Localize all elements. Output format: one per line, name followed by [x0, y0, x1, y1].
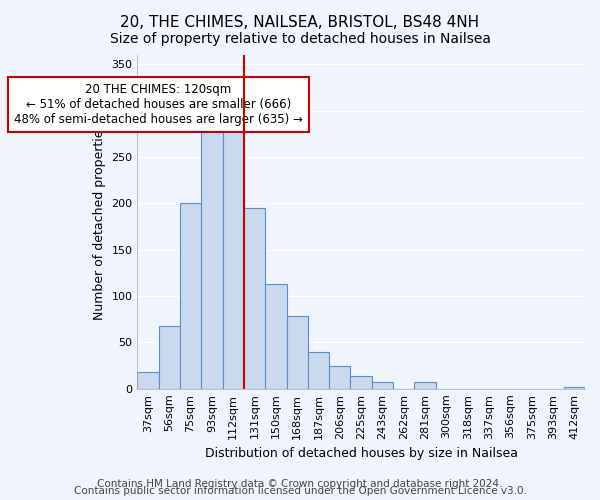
- Text: 20, THE CHIMES, NAILSEA, BRISTOL, BS48 4NH: 20, THE CHIMES, NAILSEA, BRISTOL, BS48 4…: [121, 15, 479, 30]
- Bar: [563, 387, 585, 389]
- Bar: [372, 382, 393, 389]
- Text: Size of property relative to detached houses in Nailsea: Size of property relative to detached ho…: [110, 32, 491, 46]
- Bar: [223, 132, 244, 389]
- Bar: [180, 204, 201, 389]
- Bar: [329, 366, 350, 389]
- Bar: [137, 372, 158, 389]
- Text: Contains public sector information licensed under the Open Government Licence v3: Contains public sector information licen…: [74, 486, 526, 496]
- Bar: [201, 132, 223, 389]
- Y-axis label: Number of detached properties: Number of detached properties: [93, 124, 106, 320]
- Bar: [308, 352, 329, 389]
- Bar: [415, 382, 436, 389]
- X-axis label: Distribution of detached houses by size in Nailsea: Distribution of detached houses by size …: [205, 447, 518, 460]
- Bar: [350, 376, 372, 389]
- Bar: [244, 208, 265, 389]
- Text: 20 THE CHIMES: 120sqm
← 51% of detached houses are smaller (666)
48% of semi-det: 20 THE CHIMES: 120sqm ← 51% of detached …: [14, 83, 303, 126]
- Bar: [158, 326, 180, 389]
- Text: Contains HM Land Registry data © Crown copyright and database right 2024.: Contains HM Land Registry data © Crown c…: [97, 479, 503, 489]
- Bar: [265, 284, 287, 389]
- Bar: [287, 316, 308, 389]
